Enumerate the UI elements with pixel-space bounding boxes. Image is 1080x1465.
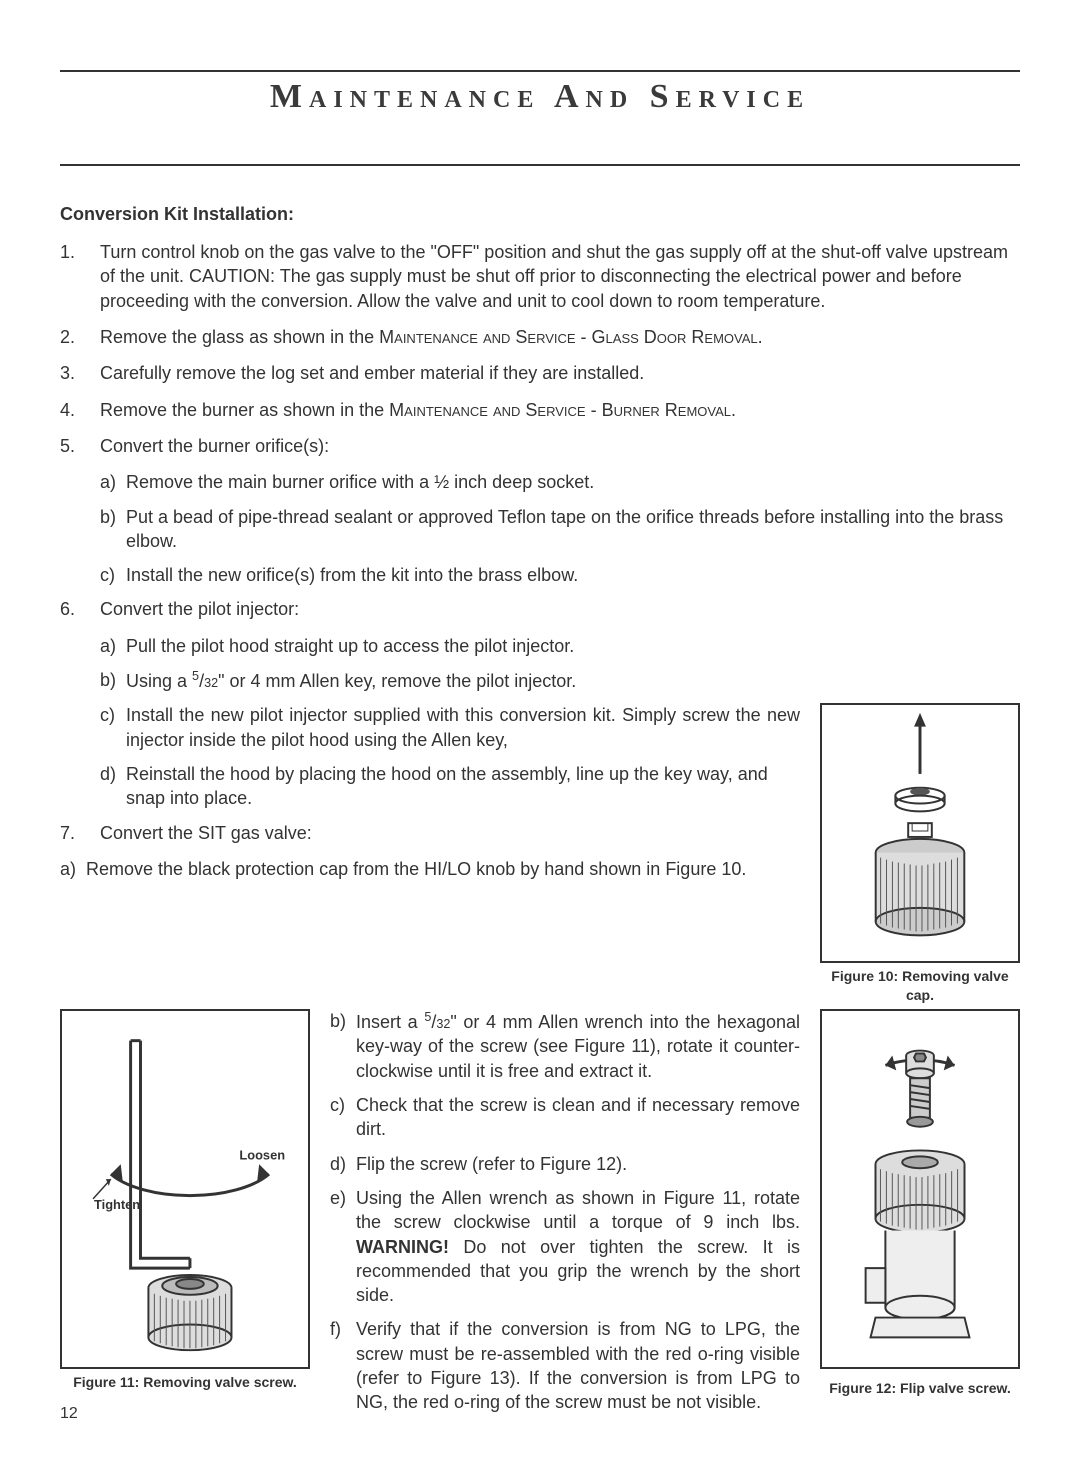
warning-bold: WARNING! [356, 1237, 449, 1257]
substep-5b: b)Put a bead of pipe-thread sealant or a… [100, 505, 1020, 554]
substep-letter: c) [330, 1093, 356, 1142]
substep-6c: c)Install the new pilot injector supplie… [100, 703, 800, 752]
step-number: 3. [60, 361, 100, 385]
figure-10-caption: Figure 10: Removing valve cap. [820, 967, 1020, 1005]
substep-letter: c) [100, 703, 126, 752]
tighten-label: Tighten [94, 1197, 140, 1212]
title-rule-top [60, 70, 1020, 72]
substep-7e: e)Using the Allen wrench as shown in Fig… [330, 1186, 800, 1307]
step-number: 7. [60, 821, 100, 845]
figure-10-block: Figure 10: Removing valve cap. [820, 703, 1020, 1005]
flip-valve-icon [822, 1011, 1018, 1367]
instruction-list: 1. Turn control knob on the gas valve to… [60, 240, 1020, 458]
left-text-block: c)Install the new pilot injector supplie… [60, 703, 800, 1005]
step-7: 7. Convert the SIT gas valve: [60, 821, 800, 845]
step-4: 4. Remove the burner as shown in the Mai… [60, 398, 1020, 422]
step-6: 6. Convert the pilot injector: [60, 597, 1020, 621]
substep-7e-pre: Using the Allen wrench as shown in Figur… [356, 1188, 800, 1232]
figure-11-caption: Figure 11: Removing valve screw. [60, 1373, 310, 1392]
substep-letter: b) [330, 1009, 356, 1083]
substep-letter: a) [100, 470, 126, 494]
mid-text-column: b)Insert a 5/32" or 4 mm Allen wrench in… [330, 1009, 800, 1424]
step-number: 2. [60, 325, 100, 349]
figure-12-block: Figure 12: Flip valve screw. [820, 1009, 1020, 1424]
figure-12-box [820, 1009, 1020, 1369]
substep-letter: b) [100, 505, 126, 554]
step-1: 1. Turn control knob on the gas valve to… [60, 240, 1020, 313]
substep-text: Reinstall the hood by placing the hood o… [126, 762, 800, 811]
substep-letter: f) [330, 1317, 356, 1414]
substep-6b-pre: Using a [126, 671, 192, 691]
loosen-label: Loosen [239, 1147, 285, 1162]
substep-7f: f)Verify that if the conversion is from … [330, 1317, 800, 1414]
section-heading: Conversion Kit Installation: [60, 202, 1020, 226]
substep-text: Install the new orifice(s) from the kit … [126, 563, 1020, 587]
instruction-list-cont2: 7. Convert the SIT gas valve: [60, 821, 800, 845]
substep-letter: b) [100, 668, 126, 693]
figure-10-box [820, 703, 1020, 963]
substep-text: Remove the main burner orifice with a ½ … [126, 470, 1020, 494]
step-text-smallcaps: Maintenance and Service - Burner Removal… [389, 400, 736, 420]
step-2: 2. Remove the glass as shown in the Main… [60, 325, 1020, 349]
substep-text: Using the Allen wrench as shown in Figur… [356, 1186, 800, 1307]
substep-letter: e) [330, 1186, 356, 1307]
instruction-list-cont: 6. Convert the pilot injector: [60, 597, 1020, 621]
allen-wrench-icon: Loosen Tighten [62, 1011, 308, 1367]
substep-text: Pull the pilot hood straight up to acces… [126, 634, 1020, 658]
page-title: Maintenance And Service [60, 74, 1020, 124]
figure-11-box: Loosen Tighten [60, 1009, 310, 1369]
substep-letter: a) [60, 857, 86, 881]
step-text: Convert the pilot injector: [100, 597, 1020, 621]
substep-7a: a)Remove the black protection cap from t… [60, 857, 800, 881]
step-number: 1. [60, 240, 100, 313]
step-text: Turn control knob on the gas valve to th… [100, 240, 1020, 313]
title-rule-bottom [60, 164, 1020, 166]
substep-5a: a)Remove the main burner orifice with a … [100, 470, 1020, 494]
substep-letter: a) [100, 634, 126, 658]
substep-letter: c) [100, 563, 126, 587]
figure-11-block: Loosen Tighten [60, 1009, 310, 1424]
step-number: 6. [60, 597, 100, 621]
step-text-pre: Remove the burner as shown in the [100, 400, 389, 420]
substep-text: Verify that if the conversion is from NG… [356, 1317, 800, 1414]
substep-letter: d) [100, 762, 126, 811]
substep-7d: d)Flip the screw (refer to Figure 12). [330, 1152, 800, 1176]
substep-6d: d)Reinstall the hood by placing the hood… [100, 762, 800, 811]
step-text: Remove the glass as shown in the Mainten… [100, 325, 1020, 349]
substep-6b-post: or 4 mm Allen key, remove the pilot inje… [224, 671, 576, 691]
substep-text: Flip the screw (refer to Figure 12). [356, 1152, 800, 1176]
step-text: Convert the SIT gas valve: [100, 821, 800, 845]
substep-6b: b)Using a 5/32" or 4 mm Allen key, remov… [100, 668, 1020, 693]
substep-text: Install the new pilot injector supplied … [126, 703, 800, 752]
substep-5c: c)Install the new orifice(s) from the ki… [100, 563, 1020, 587]
step-text: Carefully remove the log set and ember m… [100, 361, 1020, 385]
substep-text: Insert a 5/32" or 4 mm Allen wrench into… [356, 1009, 800, 1083]
step-number: 4. [60, 398, 100, 422]
substep-text: Remove the black protection cap from the… [86, 857, 800, 881]
substep-7b: b)Insert a 5/32" or 4 mm Allen wrench in… [330, 1009, 800, 1083]
step-text: Remove the burner as shown in the Mainte… [100, 398, 1020, 422]
step-text: Convert the burner orifice(s): [100, 434, 1020, 458]
substep-6a: a)Pull the pilot hood straight up to acc… [100, 634, 1020, 658]
valve-cap-icon [822, 705, 1018, 961]
figure-12-caption: Figure 12: Flip valve screw. [820, 1379, 1020, 1398]
substep-text: Put a bead of pipe-thread sealant or app… [126, 505, 1020, 554]
step-text-smallcaps: Maintenance and Service - Glass Door Rem… [379, 327, 762, 347]
substep-7c: c)Check that the screw is clean and if n… [330, 1093, 800, 1142]
step-number: 5. [60, 434, 100, 458]
substep-text: Using a 5/32" or 4 mm Allen key, remove … [126, 668, 1020, 693]
lower-grid: Loosen Tighten [60, 1009, 1020, 1424]
row-with-fig10: c)Install the new pilot injector supplie… [60, 703, 1020, 1005]
page-number: 12 [60, 1403, 78, 1425]
substep-text: Check that the screw is clean and if nec… [356, 1093, 800, 1142]
substep-letter: d) [330, 1152, 356, 1176]
step-3: 3. Carefully remove the log set and embe… [60, 361, 1020, 385]
step-text-pre: Remove the glass as shown in the [100, 327, 379, 347]
step-5: 5. Convert the burner orifice(s): [60, 434, 1020, 458]
